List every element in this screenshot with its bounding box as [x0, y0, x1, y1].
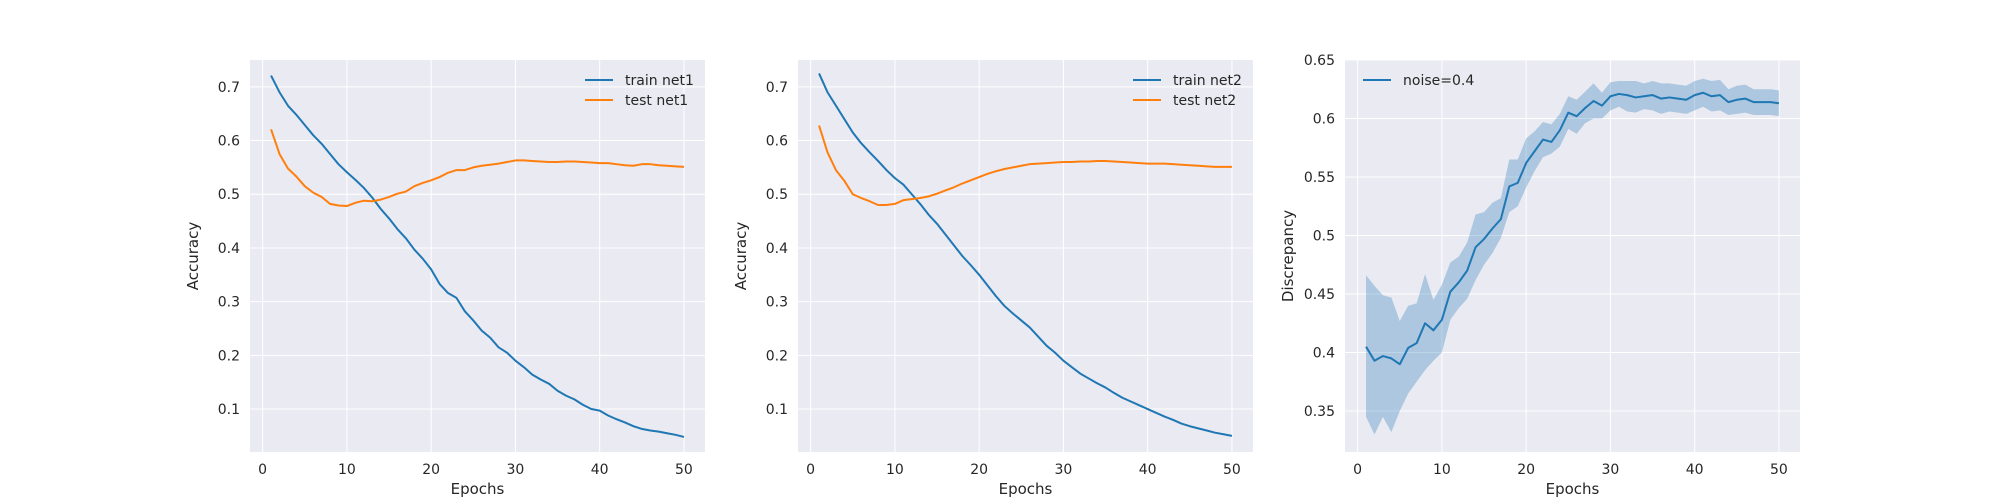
x-tick-label: 30: [1602, 462, 1620, 478]
plot-area: [1345, 60, 1800, 452]
plot-area: [250, 60, 705, 452]
x-tick-label: 0: [1353, 462, 1362, 478]
y-tick-label: 0.1: [766, 402, 788, 418]
x-tick-label: 20: [1517, 462, 1535, 478]
x-tick-label: 50: [1770, 462, 1788, 478]
y-axis-label: Accuracy: [184, 222, 202, 291]
series-line: [270, 75, 685, 438]
legend-label: test net2: [1173, 93, 1236, 109]
legend-label: noise=0.4: [1403, 73, 1474, 89]
y-tick-label: 0.3: [766, 295, 788, 311]
y-tick-label: 0.5: [1313, 229, 1335, 245]
y-tick-label: 0.4: [218, 241, 240, 257]
x-tick-label: 20: [970, 462, 988, 478]
x-axis-label: Epochs: [451, 480, 505, 498]
x-tick-label: 40: [591, 462, 609, 478]
x-tick-label: 50: [1223, 462, 1241, 478]
y-tick-label: 0.2: [218, 348, 240, 364]
legend-label: train net1: [625, 73, 694, 89]
y-axis-label: Accuracy: [732, 222, 750, 291]
x-tick-label: 10: [338, 462, 356, 478]
x-tick-label: 0: [806, 462, 815, 478]
y-tick-label: 0.7: [766, 80, 788, 96]
legend: noise=0.4: [1363, 73, 1474, 89]
y-tick-label: 0.45: [1304, 287, 1335, 303]
y-tick-label: 0.7: [218, 80, 240, 96]
x-tick-label: 10: [886, 462, 904, 478]
y-tick-label: 0.1: [218, 402, 240, 418]
x-tick-label: 10: [1433, 462, 1451, 478]
x-tick-label: 0: [258, 462, 267, 478]
x-axis-label: Epochs: [1546, 480, 1600, 498]
legend: train net1 test net1: [585, 73, 694, 109]
legend-label: train net2: [1173, 73, 1242, 89]
x-tick-label: 20: [422, 462, 440, 478]
y-tick-label: 0.5: [218, 187, 240, 203]
y-tick-label: 0.6: [218, 134, 240, 150]
y-tick-label: 0.3: [218, 295, 240, 311]
y-tick-label: 0.4: [1313, 346, 1335, 362]
y-tick-label: 0.55: [1304, 170, 1335, 186]
x-tick-label: 30: [507, 462, 525, 478]
y-tick-label: 0.6: [1313, 112, 1335, 128]
y-tick-label: 0.6: [766, 134, 788, 150]
y-tick-label: 0.5: [766, 187, 788, 203]
series-line: [270, 128, 685, 208]
x-tick-label: 40: [1686, 462, 1704, 478]
x-tick-label: 30: [1055, 462, 1073, 478]
series-line: [818, 125, 1232, 206]
plot-area: [798, 60, 1253, 452]
x-tick-label: 50: [675, 462, 693, 478]
legend: train net2 test net2: [1133, 73, 1242, 109]
x-tick-label: 40: [1139, 462, 1157, 478]
chart-panel-3: 0 10 20 30 40 50 0.35 0.4 0.45 0.5 0.55 0.6 0.65 Epoc…: [1279, 53, 1800, 498]
x-axis-label: Epochs: [999, 480, 1053, 498]
y-axis-label: Discrepancy: [1279, 210, 1297, 302]
chart-panel-2: 0 10 20 30 40 50 0.1 0.2 0.3 0.4 0.5 0.6 0.7 Epochs Ac…: [732, 60, 1253, 498]
chart-panel-1: 0 10 20 30 40 50 0.1 0.2 0.3 0.4 0.5 0.6 0.7 Epochs Ac…: [184, 60, 705, 498]
y-tick-label: 0.2: [766, 348, 788, 364]
series-line: [1365, 91, 1780, 366]
legend-label: test net1: [625, 93, 688, 109]
y-tick-label: 0.65: [1304, 53, 1335, 69]
y-tick-label: 0.35: [1304, 404, 1335, 420]
series-line: [818, 73, 1233, 437]
y-tick-label: 0.4: [766, 241, 788, 257]
